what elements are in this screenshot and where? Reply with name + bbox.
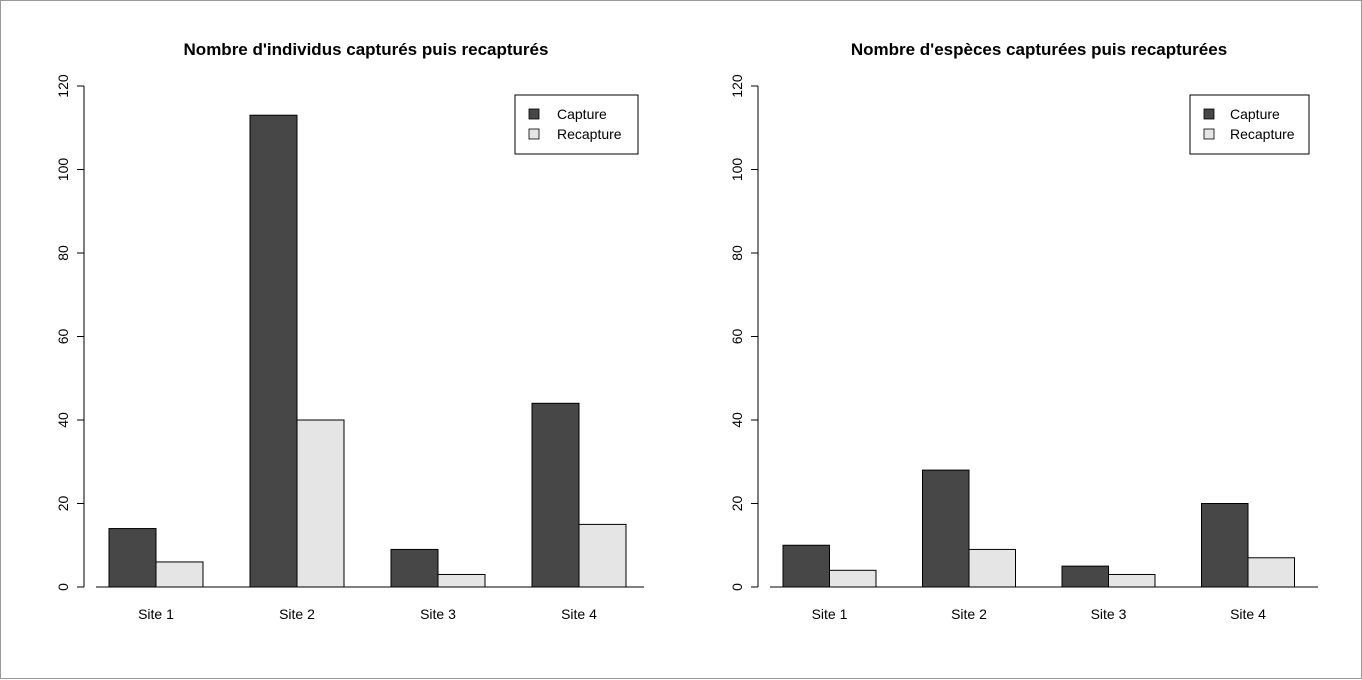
legend-box: [1189, 94, 1310, 155]
x-tick-label: Site 1: [812, 606, 848, 622]
y-tick-label: 80: [729, 245, 745, 261]
bar-capture-1: [782, 544, 830, 588]
legend-swatch-capture: [1203, 108, 1215, 120]
bar-capture-4: [531, 402, 580, 588]
bar-capture-3: [1061, 565, 1109, 588]
bar-capture-1: [108, 528, 157, 588]
legend-box: [514, 94, 639, 155]
bar-recapture-4: [1247, 557, 1295, 588]
legend: Capture Recapture: [1189, 94, 1310, 155]
bar-capture-2: [249, 114, 298, 588]
bar-capture-2: [922, 469, 970, 588]
bar-capture-3: [390, 548, 439, 588]
bar-group: [108, 114, 627, 588]
legend-swatch-capture: [528, 108, 540, 120]
legend-swatch-recapture: [1203, 128, 1215, 140]
y-tick-label: 60: [55, 329, 71, 345]
x-axis: Site 1 Site 2 Site 3 Site 4: [138, 606, 597, 622]
y-tick-label: 120: [55, 74, 71, 98]
y-tick-label: 20: [55, 496, 71, 512]
x-tick-label: Site 2: [279, 606, 315, 622]
y-tick-label: 20: [729, 496, 745, 512]
bar-recapture-4: [578, 523, 627, 588]
legend-label-capture: Capture: [557, 106, 607, 122]
chart-individus: Nombre d'individus capturés puis recaptu…: [55, 40, 644, 622]
chart-title: Nombre d'espèces capturées puis recaptur…: [851, 40, 1227, 59]
bar-capture-4: [1201, 503, 1249, 588]
y-axis: 0 20 40 60 80 100 120: [55, 74, 84, 591]
x-tick-label: Site 4: [561, 606, 597, 622]
y-tick-label: 0: [55, 583, 71, 591]
legend: Capture Recapture: [514, 94, 639, 155]
legend-swatch-recapture: [528, 128, 540, 140]
y-tick-label: 80: [55, 245, 71, 261]
bar-group: [782, 469, 1295, 588]
x-tick-label: Site 3: [1091, 606, 1127, 622]
bar-recapture-2: [968, 548, 1016, 588]
chart-title: Nombre d'individus capturés puis recaptu…: [184, 40, 549, 59]
y-tick-label: 100: [729, 158, 745, 182]
y-tick-label: 60: [729, 329, 745, 345]
y-tick-label: 120: [729, 74, 745, 98]
bar-recapture-2: [296, 419, 345, 588]
y-tick-label: 40: [729, 412, 745, 428]
x-tick-label: Site 1: [138, 606, 174, 622]
y-axis: 0 20 40 60 80 100 120: [729, 74, 758, 591]
x-axis: Site 1 Site 2 Site 3 Site 4: [812, 606, 1267, 622]
x-tick-label: Site 4: [1230, 606, 1266, 622]
bar-recapture-1: [829, 569, 877, 588]
x-tick-label: Site 2: [951, 606, 987, 622]
y-tick-label: 100: [55, 158, 71, 182]
bar-recapture-1: [155, 561, 204, 588]
y-tick-label: 40: [55, 412, 71, 428]
bar-recapture-3: [1108, 573, 1156, 588]
y-tick-label: 0: [729, 583, 745, 591]
x-tick-label: Site 3: [420, 606, 456, 622]
legend-label-recapture: Recapture: [1230, 126, 1295, 142]
legend-label-recapture: Recapture: [557, 126, 622, 142]
legend-label-capture: Capture: [1230, 106, 1280, 122]
